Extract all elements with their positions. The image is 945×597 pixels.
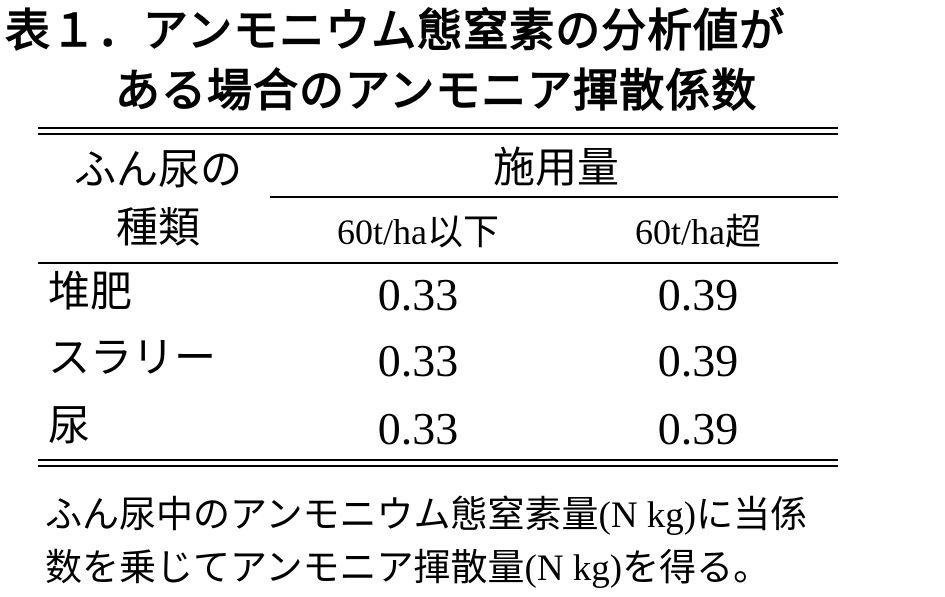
table-cell: 0.39 (657, 269, 739, 320)
table-rule (270, 196, 838, 198)
row-header: ふん尿の (73, 148, 243, 194)
table-cell: 0.33 (377, 403, 459, 454)
table-rule (38, 459, 838, 461)
note-line: ふん尿中のアンモニウム態窒素量(N kg)に当係 (45, 495, 808, 536)
table-cell: 0.33 (377, 269, 459, 320)
table-cell: 0.39 (657, 335, 739, 386)
row-label: 尿 (48, 404, 91, 450)
note-line: 数を乗じてアンモニア揮散量(N kg)を得る。 (45, 548, 771, 589)
title-line: ある場合のアンモニア揮散係数 (115, 64, 758, 117)
column-header: 60t/ha超 (635, 212, 761, 252)
row-label: スラリー (48, 336, 217, 382)
table-rule (38, 465, 838, 467)
column-header: 60t/ha以下 (337, 212, 499, 252)
row-label: 堆肥 (48, 270, 133, 316)
group-header: 施用量 (492, 146, 620, 192)
table-rule (38, 262, 838, 264)
table-rule (38, 127, 838, 129)
table-cell: 0.39 (657, 403, 739, 454)
table-rule (38, 133, 838, 135)
row-header: 種類 (115, 206, 201, 252)
table-cell: 0.33 (377, 335, 459, 386)
title-line: 表１．アンモニウム態窒素の分析値が (5, 4, 786, 57)
